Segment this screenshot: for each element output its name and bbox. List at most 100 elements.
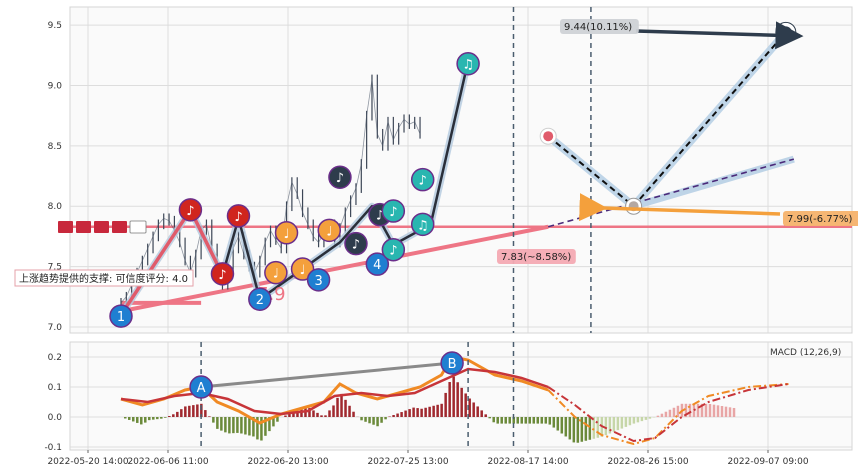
macd-histogram-bar bbox=[316, 412, 319, 417]
macd-histogram-bar bbox=[256, 417, 259, 440]
price-marker bbox=[109, 304, 133, 328]
price-y-tick-label: 8.0 bbox=[48, 202, 63, 212]
macd-histogram-bar bbox=[688, 403, 692, 417]
price-marker-label: ♪ bbox=[218, 268, 226, 283]
macd-histogram-bar bbox=[632, 417, 636, 424]
macd-histogram-bar bbox=[228, 417, 231, 434]
support-trendline bbox=[120, 224, 549, 314]
macd-histogram-bar bbox=[332, 405, 335, 417]
macd-histogram-bar bbox=[144, 417, 147, 423]
macd-histogram-bar bbox=[292, 412, 295, 417]
macd-histogram-bar bbox=[520, 417, 523, 424]
price-marker bbox=[210, 262, 235, 286]
macd-histogram-bar bbox=[484, 414, 487, 417]
macd-divergence-line bbox=[200, 361, 453, 389]
macd-histogram-bar bbox=[696, 403, 700, 417]
x-tick-label: 2022-08-26 15:00 bbox=[607, 457, 688, 467]
macd-histogram-bar bbox=[244, 417, 247, 435]
macd-histogram-bar bbox=[536, 417, 540, 424]
x-tick-label: 2022-06-20 13:00 bbox=[247, 457, 328, 467]
macd-y-tick-label: -0.1 bbox=[44, 443, 62, 453]
macd-histogram-bar bbox=[672, 407, 676, 417]
price-marker bbox=[456, 51, 480, 76]
macd-histogram-bar bbox=[588, 417, 592, 440]
macd-histogram-bar bbox=[488, 417, 491, 419]
macd-histogram-bar bbox=[428, 406, 431, 417]
macd-histogram-bar bbox=[408, 409, 411, 417]
support-label-box bbox=[497, 249, 576, 264]
macd-histogram-bar bbox=[528, 417, 532, 424]
macd-histogram-bar bbox=[360, 417, 363, 421]
signal-badge bbox=[76, 221, 91, 233]
macd-histogram-bar bbox=[604, 417, 608, 436]
macd-histogram-bar bbox=[320, 415, 323, 417]
macd-histogram-bar bbox=[148, 417, 151, 421]
price-marker-label: ♪ bbox=[336, 171, 344, 186]
price-marker-label: ♪ bbox=[352, 238, 360, 253]
price-marker-label: ♪ bbox=[419, 174, 427, 189]
x-tick-label: 2022-06-06 11:00 bbox=[127, 457, 208, 467]
price-marker bbox=[344, 231, 368, 256]
price-marker-label: ♪ bbox=[389, 205, 397, 220]
macd-histogram-bar bbox=[164, 417, 167, 418]
macd-histogram-bar bbox=[168, 416, 171, 417]
macd-histogram-bar bbox=[404, 410, 407, 417]
macd-histogram-bar bbox=[684, 403, 688, 417]
macd-marker-label: A bbox=[197, 381, 206, 396]
macd-histogram-bar bbox=[628, 417, 632, 426]
macd-histogram-bar bbox=[372, 417, 375, 425]
macd-histogram-bar bbox=[668, 409, 672, 417]
macd-histogram-bar bbox=[472, 402, 475, 417]
price-marker-label: ♪ bbox=[186, 204, 194, 219]
macd-histogram-bar bbox=[716, 405, 720, 417]
macd-histogram-bar bbox=[420, 408, 423, 417]
macd-histogram-bar bbox=[700, 403, 704, 417]
macd-histogram-bar bbox=[660, 413, 664, 417]
price-y-tick-label: 8.5 bbox=[48, 142, 62, 152]
macd-histogram-bar bbox=[592, 417, 596, 439]
macd-histogram-bar bbox=[160, 417, 163, 419]
macd-histogram-bar bbox=[252, 417, 255, 437]
macd-histogram-bar bbox=[476, 406, 479, 417]
macd-histogram-bar bbox=[348, 405, 351, 417]
macd-histogram-bar bbox=[544, 417, 548, 424]
macd-histogram-bar bbox=[200, 403, 203, 417]
macd-histogram-bar bbox=[648, 417, 652, 419]
macd-histogram-bar bbox=[504, 417, 507, 424]
macd-histogram-bar bbox=[224, 417, 227, 433]
price-marker bbox=[274, 221, 299, 245]
macd-histogram-bar bbox=[516, 417, 519, 424]
macd-histogram-bar bbox=[184, 406, 187, 417]
macd-histogram-bar bbox=[436, 404, 439, 417]
macd-histogram-bar bbox=[444, 392, 447, 417]
price-marker-label: 2 bbox=[256, 293, 264, 308]
macd-histogram-bar bbox=[560, 417, 564, 434]
macd-histogram-bar bbox=[364, 417, 367, 422]
macd-histogram-bar bbox=[400, 412, 403, 417]
price-y-tick-label: 7.0 bbox=[48, 323, 63, 333]
macd-histogram-bar bbox=[576, 417, 580, 443]
price-marker bbox=[410, 167, 435, 192]
x-tick-label: 2022-05-20 14:00 bbox=[47, 457, 128, 467]
signal-badge bbox=[94, 221, 109, 233]
price-panel: 7.0 7.5 8.0 8.5 9.0 9.5 9.44(10.11%) 7.99(-6.7… bbox=[14, 6, 858, 334]
price-marker-label: 1 bbox=[117, 310, 125, 325]
macd-histogram-bar bbox=[240, 417, 243, 434]
macd-histogram-bar bbox=[412, 407, 415, 417]
macd-histogram-bar bbox=[712, 404, 716, 417]
target-arrow bbox=[635, 21, 804, 50]
macd-histogram-bar bbox=[236, 417, 239, 433]
macd-marker bbox=[440, 351, 464, 375]
macd-histogram-bar bbox=[416, 408, 419, 417]
price-y-tick-label: 7.5 bbox=[48, 263, 62, 273]
macd-histogram-bar bbox=[384, 417, 387, 420]
macd-histogram-bar bbox=[572, 417, 576, 443]
macd-histogram-bar bbox=[264, 417, 267, 436]
x-tick-label: 2022-07-25 13:00 bbox=[367, 457, 448, 467]
macd-histogram-bar bbox=[152, 417, 155, 420]
macd-histogram-bar bbox=[468, 398, 471, 417]
macd-histogram-bar bbox=[480, 410, 483, 417]
price-marker bbox=[365, 252, 390, 276]
macd-dea-projection bbox=[547, 383, 789, 443]
